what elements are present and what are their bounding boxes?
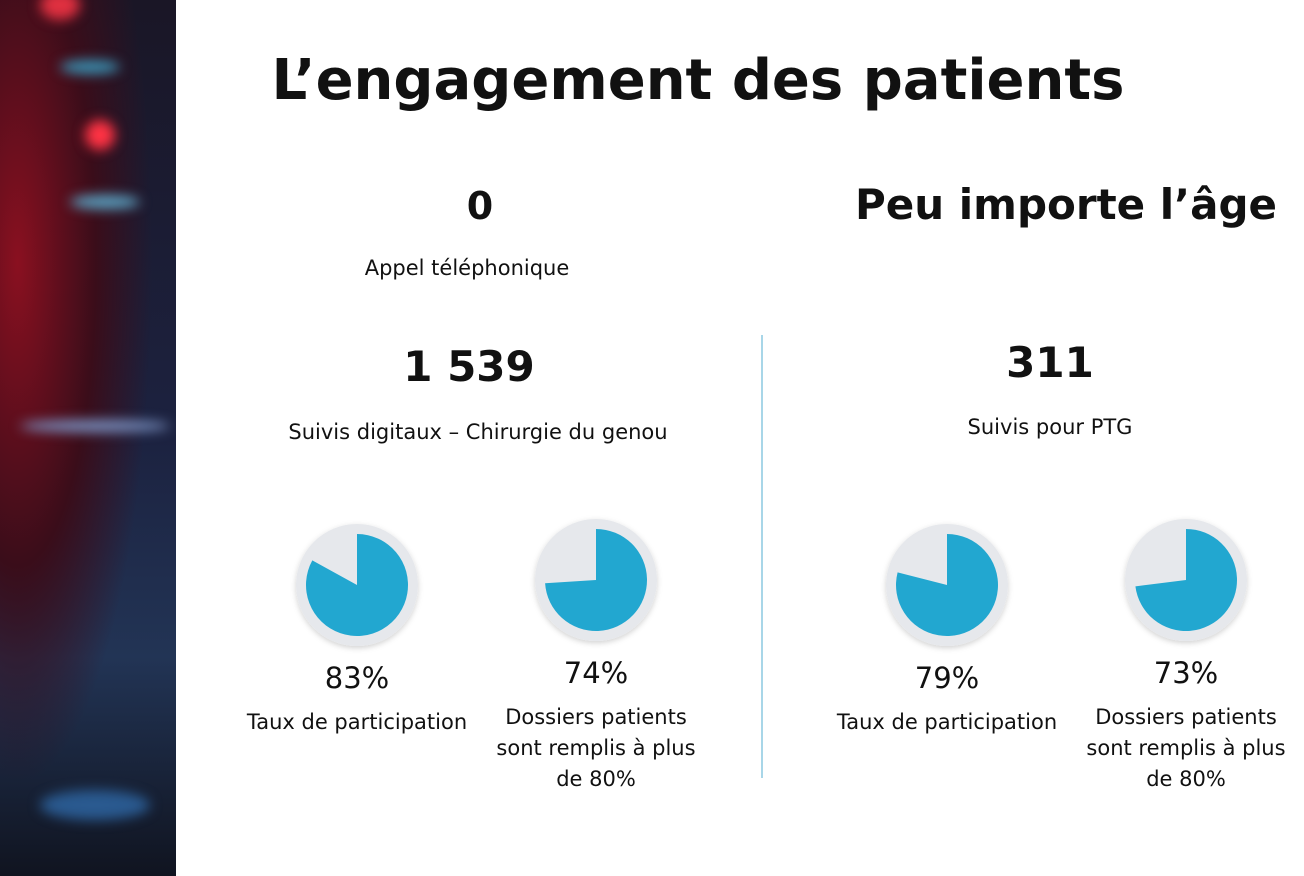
pie-caption: Taux de participation	[836, 710, 1058, 734]
stat-caption: Suivis pour PTG	[967, 415, 1133, 439]
pie-label: 74%	[563, 656, 629, 690]
pie-slice	[545, 529, 648, 631]
pie-label: 79%	[914, 661, 980, 695]
pie-slice	[305, 534, 408, 636]
side-image	[0, 0, 176, 876]
stat: 0	[466, 184, 494, 228]
title: L’engagement des patients	[271, 48, 1125, 113]
stat-caption: Appel téléphonique	[364, 256, 570, 280]
pie-label: 73%	[1153, 656, 1219, 690]
stat-caption: Suivis digitaux – Chirurgie du genou	[288, 420, 668, 444]
pie-caption: Taux de participation	[246, 710, 468, 734]
stat: 311	[1006, 338, 1094, 387]
pie-label: 83%	[324, 661, 390, 695]
pie-slice	[895, 534, 998, 637]
pie-caption: Dossiers patients sont remplis à plus de…	[496, 705, 696, 791]
pie-caption: Dossiers patients sont remplis à plus de…	[1086, 705, 1286, 791]
pie-slice	[1135, 529, 1237, 631]
stat: 1 539	[403, 342, 535, 391]
heading: Peu importe l’âge	[854, 180, 1278, 229]
